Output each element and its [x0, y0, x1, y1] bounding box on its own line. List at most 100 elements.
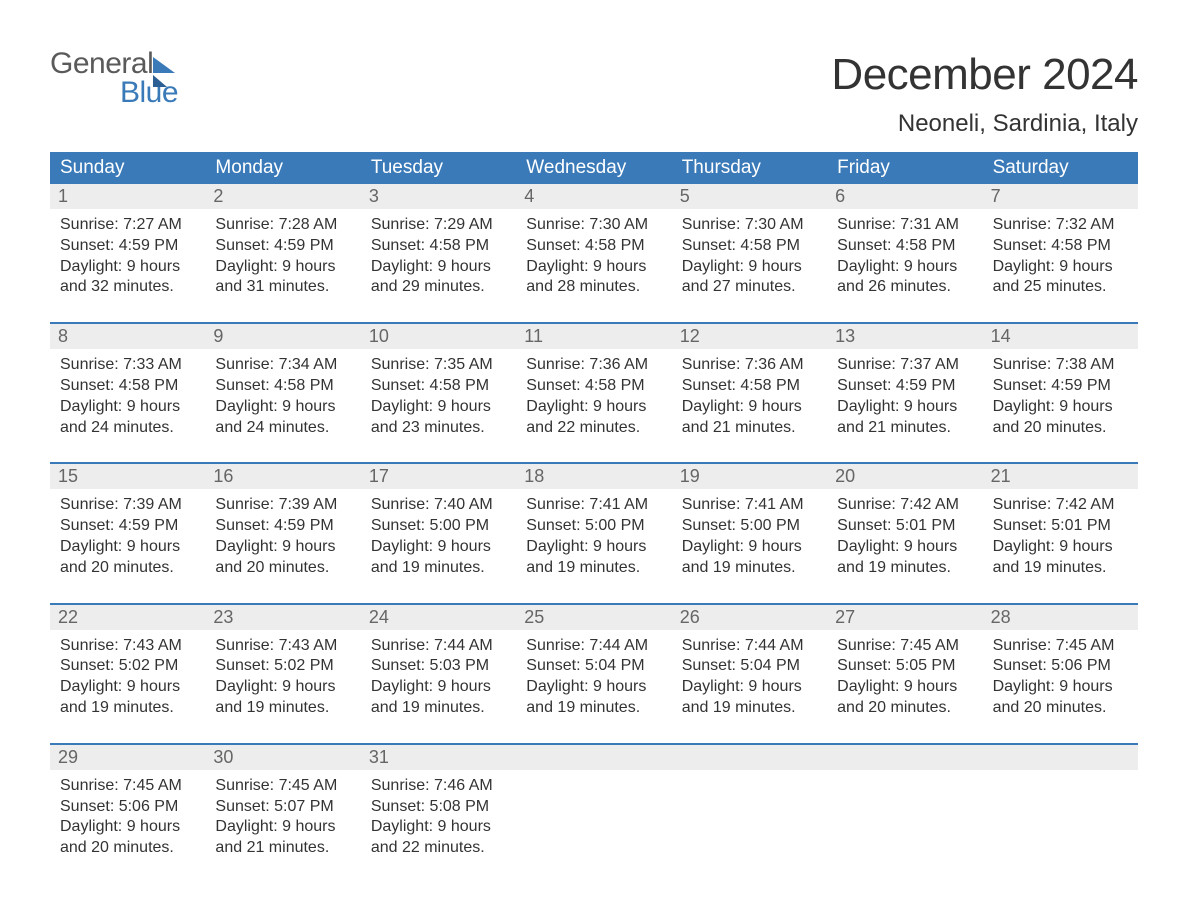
- day-cell: Sunrise: 7:29 AMSunset: 4:58 PMDaylight:…: [361, 209, 516, 308]
- sunrise-line: Sunrise: 7:44 AM: [371, 636, 506, 657]
- daylight-line: Daylight: 9 hours and 27 minutes.: [682, 257, 817, 299]
- day-cell: Sunrise: 7:27 AMSunset: 4:59 PMDaylight:…: [50, 209, 205, 308]
- sunrise-line: Sunrise: 7:36 AM: [526, 355, 661, 376]
- daynum-row: 22232425262728: [50, 603, 1138, 630]
- day-header-friday: Friday: [827, 152, 982, 184]
- daylight-line: Daylight: 9 hours and 21 minutes.: [837, 397, 972, 439]
- sunset-line: Sunset: 5:02 PM: [215, 656, 350, 677]
- day-cell: Sunrise: 7:35 AMSunset: 4:58 PMDaylight:…: [361, 349, 516, 448]
- day-number: 17: [361, 464, 516, 489]
- sunrise-line: Sunrise: 7:38 AM: [993, 355, 1128, 376]
- daynum-row: 1234567: [50, 184, 1138, 209]
- day-number: 21: [983, 464, 1138, 489]
- logo-triangle-icon: [153, 57, 175, 73]
- sunrise-line: Sunrise: 7:42 AM: [837, 495, 972, 516]
- month-title: December 2024: [831, 50, 1138, 100]
- daylight-line: Daylight: 9 hours and 19 minutes.: [60, 677, 195, 719]
- day-number: 8: [50, 324, 205, 349]
- day-number: 1: [50, 184, 205, 209]
- sunrise-line: Sunrise: 7:42 AM: [993, 495, 1128, 516]
- sunrise-line: Sunrise: 7:35 AM: [371, 355, 506, 376]
- sunrise-line: Sunrise: 7:39 AM: [60, 495, 195, 516]
- day-cell: Sunrise: 7:41 AMSunset: 5:00 PMDaylight:…: [516, 489, 671, 588]
- day-cell: Sunrise: 7:36 AMSunset: 4:58 PMDaylight:…: [672, 349, 827, 448]
- sunrise-line: Sunrise: 7:46 AM: [371, 776, 506, 797]
- sunset-line: Sunset: 4:59 PM: [60, 236, 195, 257]
- week-content-row: Sunrise: 7:33 AMSunset: 4:58 PMDaylight:…: [50, 349, 1138, 448]
- daylight-line: Daylight: 9 hours and 25 minutes.: [993, 257, 1128, 299]
- day-number: 29: [50, 745, 205, 770]
- day-number: 19: [672, 464, 827, 489]
- day-cell: Sunrise: 7:39 AMSunset: 4:59 PMDaylight:…: [50, 489, 205, 588]
- sunrise-line: Sunrise: 7:39 AM: [215, 495, 350, 516]
- sunset-line: Sunset: 5:01 PM: [993, 516, 1128, 537]
- sunrise-line: Sunrise: 7:28 AM: [215, 215, 350, 236]
- daylight-line: Daylight: 9 hours and 19 minutes.: [526, 537, 661, 579]
- day-number: 6: [827, 184, 982, 209]
- sunrise-line: Sunrise: 7:29 AM: [371, 215, 506, 236]
- daylight-line: Daylight: 9 hours and 19 minutes.: [837, 537, 972, 579]
- day-number: 30: [205, 745, 360, 770]
- day-number: [672, 745, 827, 770]
- day-cell: Sunrise: 7:31 AMSunset: 4:58 PMDaylight:…: [827, 209, 982, 308]
- sunset-line: Sunset: 5:06 PM: [993, 656, 1128, 677]
- sunrise-line: Sunrise: 7:41 AM: [682, 495, 817, 516]
- day-number: 22: [50, 605, 205, 630]
- daylight-line: Daylight: 9 hours and 31 minutes.: [215, 257, 350, 299]
- day-number: 4: [516, 184, 671, 209]
- sunset-line: Sunset: 4:58 PM: [371, 376, 506, 397]
- day-number: [516, 745, 671, 770]
- day-cell: [827, 770, 982, 869]
- day-cell: Sunrise: 7:41 AMSunset: 5:00 PMDaylight:…: [672, 489, 827, 588]
- daylight-line: Daylight: 9 hours and 19 minutes.: [682, 677, 817, 719]
- sunrise-line: Sunrise: 7:44 AM: [526, 636, 661, 657]
- sunrise-line: Sunrise: 7:32 AM: [993, 215, 1128, 236]
- daylight-line: Daylight: 9 hours and 20 minutes.: [60, 817, 195, 859]
- daylight-line: Daylight: 9 hours and 28 minutes.: [526, 257, 661, 299]
- week: 15161718192021Sunrise: 7:39 AMSunset: 4:…: [50, 462, 1138, 588]
- week-content-row: Sunrise: 7:39 AMSunset: 4:59 PMDaylight:…: [50, 489, 1138, 588]
- day-cell: Sunrise: 7:32 AMSunset: 4:58 PMDaylight:…: [983, 209, 1138, 308]
- day-number: 14: [983, 324, 1138, 349]
- day-cell: Sunrise: 7:40 AMSunset: 5:00 PMDaylight:…: [361, 489, 516, 588]
- sunset-line: Sunset: 4:59 PM: [215, 516, 350, 537]
- sunset-line: Sunset: 5:07 PM: [215, 797, 350, 818]
- sunrise-line: Sunrise: 7:36 AM: [682, 355, 817, 376]
- daynum-row: 293031: [50, 743, 1138, 770]
- daylight-line: Daylight: 9 hours and 26 minutes.: [837, 257, 972, 299]
- daylight-line: Daylight: 9 hours and 22 minutes.: [526, 397, 661, 439]
- week: 1234567Sunrise: 7:27 AMSunset: 4:59 PMDa…: [50, 184, 1138, 308]
- daylight-line: Daylight: 9 hours and 20 minutes.: [837, 677, 972, 719]
- daylight-line: Daylight: 9 hours and 20 minutes.: [60, 537, 195, 579]
- sunset-line: Sunset: 5:01 PM: [837, 516, 972, 537]
- day-number: 15: [50, 464, 205, 489]
- sunrise-line: Sunrise: 7:27 AM: [60, 215, 195, 236]
- sunrise-line: Sunrise: 7:33 AM: [60, 355, 195, 376]
- sunrise-line: Sunrise: 7:40 AM: [371, 495, 506, 516]
- sunrise-line: Sunrise: 7:43 AM: [60, 636, 195, 657]
- sunrise-line: Sunrise: 7:45 AM: [215, 776, 350, 797]
- header: General Blue December 2024 Neoneli, Sard…: [50, 50, 1138, 138]
- day-cell: Sunrise: 7:45 AMSunset: 5:05 PMDaylight:…: [827, 630, 982, 729]
- sunrise-line: Sunrise: 7:31 AM: [837, 215, 972, 236]
- day-number: 7: [983, 184, 1138, 209]
- sunset-line: Sunset: 4:59 PM: [60, 516, 195, 537]
- day-number: 13: [827, 324, 982, 349]
- sunrise-line: Sunrise: 7:45 AM: [60, 776, 195, 797]
- day-number: 24: [361, 605, 516, 630]
- daylight-line: Daylight: 9 hours and 19 minutes.: [682, 537, 817, 579]
- daylight-line: Daylight: 9 hours and 19 minutes.: [371, 537, 506, 579]
- sunrise-line: Sunrise: 7:45 AM: [837, 636, 972, 657]
- sunrise-line: Sunrise: 7:45 AM: [993, 636, 1128, 657]
- day-cell: Sunrise: 7:28 AMSunset: 4:59 PMDaylight:…: [205, 209, 360, 308]
- daylight-line: Daylight: 9 hours and 19 minutes.: [371, 677, 506, 719]
- day-header-thursday: Thursday: [672, 152, 827, 184]
- daylight-line: Daylight: 9 hours and 20 minutes.: [993, 397, 1128, 439]
- day-header-tuesday: Tuesday: [361, 152, 516, 184]
- day-cell: Sunrise: 7:34 AMSunset: 4:58 PMDaylight:…: [205, 349, 360, 448]
- day-number: 23: [205, 605, 360, 630]
- daylight-line: Daylight: 9 hours and 19 minutes.: [526, 677, 661, 719]
- daylight-line: Daylight: 9 hours and 24 minutes.: [215, 397, 350, 439]
- sunset-line: Sunset: 4:59 PM: [215, 236, 350, 257]
- sunset-line: Sunset: 4:58 PM: [60, 376, 195, 397]
